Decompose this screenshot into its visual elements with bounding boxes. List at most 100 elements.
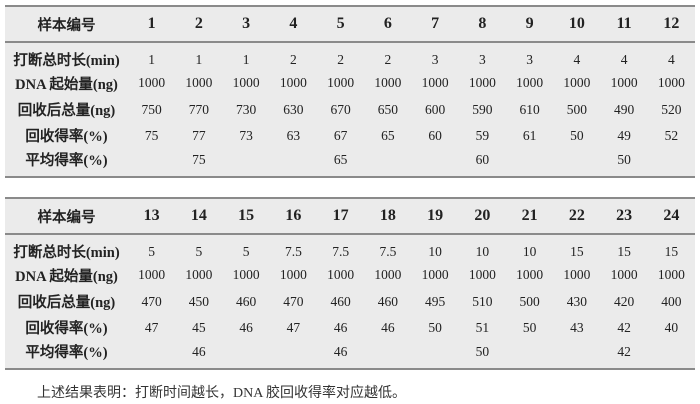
cell-value: 77 <box>192 127 206 143</box>
sample-number: 2 <box>175 5 223 43</box>
cell-value: 46 <box>381 319 395 335</box>
sample-number: 11 <box>600 5 648 43</box>
sample-number: 15 <box>222 197 270 235</box>
sample-number: 10 <box>553 5 601 43</box>
cell-value: 1000 <box>374 267 402 283</box>
table-row: DNA 起始量(ng) 1000 1000 1000 1000 1000 1000 1000 1… <box>5 262 695 288</box>
cell-value: 650 <box>377 101 398 117</box>
cell-value: 1000 <box>327 75 355 91</box>
cell-value: 46 <box>239 319 253 335</box>
cell-value: 1 <box>242 51 250 67</box>
table-row: 打断总时长(min) 1 1 1 2 2 2 3 3 3 4 4 4 <box>5 42 695 70</box>
cell-value: 1000 <box>279 75 307 91</box>
cell-value: 65 <box>317 149 365 179</box>
cell-value <box>553 341 601 371</box>
cell-value: 60 <box>458 149 506 179</box>
header-label: 样本编号 <box>5 197 128 235</box>
cell-value: 1000 <box>468 267 496 283</box>
sample-number: 5 <box>317 5 365 43</box>
table-row: DNA 起始量(ng) 1000 1000 1000 1000 1000 1000 1000 1… <box>5 70 695 96</box>
cell-value: 43 <box>570 319 584 335</box>
cell-value: 46 <box>317 341 365 371</box>
cell-value: 630 <box>283 101 304 117</box>
sample-number: 7 <box>411 5 459 43</box>
cell-value: 450 <box>188 293 209 309</box>
cell-value: 5 <box>148 243 155 259</box>
cell-value: 490 <box>614 101 635 117</box>
table-row: 回收得率(%) 47 45 46 47 46 46 50 51 50 43 42 40 <box>5 315 695 341</box>
cell-value: 46 <box>333 319 348 335</box>
cell-value: 7.5 <box>379 243 397 259</box>
cell-value: 73 <box>239 127 253 143</box>
sample-number: 24 <box>647 197 695 235</box>
cell-value: 470 <box>283 293 304 309</box>
cell-value: 1000 <box>516 267 544 283</box>
cell-value: 75 <box>144 127 159 143</box>
cell-value: 1000 <box>610 75 638 91</box>
cell-value: 61 <box>522 127 537 143</box>
cell-value: 47 <box>286 319 301 335</box>
table-row: 平均得率(%) 46 46 50 42 <box>5 341 695 371</box>
cell-value: 15 <box>664 243 679 259</box>
row-label: 平均得率(%) <box>5 149 128 179</box>
header-row: 样本编号 1 2 3 4 5 6 7 8 9 10 11 12 <box>5 5 695 43</box>
sample-number: 19 <box>411 197 459 235</box>
table-row: 回收得率(%) 75 77 73 63 67 65 60 59 61 50 49 52 <box>5 123 695 149</box>
cell-value: 1000 <box>327 267 355 283</box>
cell-value: 1000 <box>185 267 213 283</box>
cell-value: 520 <box>661 101 682 117</box>
row-label: DNA 起始量(ng) <box>15 76 118 93</box>
sample-number: 21 <box>506 197 554 235</box>
cell-value: 4 <box>668 51 675 67</box>
cell-value: 5 <box>195 243 203 259</box>
cell-value: 2 <box>290 51 297 67</box>
sample-number: 6 <box>364 5 412 43</box>
cell-value: 610 <box>519 101 540 117</box>
sample-number: 1 <box>128 5 176 43</box>
cell-value: 10 <box>428 243 442 259</box>
cell-value: 1000 <box>468 75 496 91</box>
cell-value: 1000 <box>279 267 307 283</box>
cell-value: 470 <box>141 293 162 309</box>
sample-number: 13 <box>128 197 176 235</box>
cell-value: 495 <box>425 293 446 309</box>
cell-value: 15 <box>617 243 631 259</box>
cell-value: 1000 <box>232 75 260 91</box>
cell-value: 59 <box>475 127 490 143</box>
cell-value: 50 <box>428 319 442 335</box>
header-row: 样本编号 13 14 15 16 17 18 19 20 21 22 23 24 <box>5 197 695 235</box>
conclusion-text: 上述结果表明：打断时间越长，DNA 胶回收得率对应越低。 <box>37 386 407 401</box>
cell-value <box>128 341 176 371</box>
cell-value: 1 <box>148 51 155 67</box>
cell-value: 1000 <box>138 75 166 91</box>
cell-value: 40 <box>664 319 679 335</box>
cell-value: 46 <box>175 341 223 371</box>
cell-value: 500 <box>566 101 587 117</box>
cell-value: 1000 <box>374 75 402 91</box>
cell-value: 1000 <box>657 267 685 283</box>
cell-value: 1000 <box>657 75 685 91</box>
cell-value: 63 <box>286 127 301 143</box>
cell-value: 50 <box>600 149 648 179</box>
cell-value: 3 <box>526 51 533 67</box>
cell-value: 49 <box>617 127 631 143</box>
row-label: 平均得率(%) <box>5 341 128 371</box>
cell-value: 4 <box>620 51 628 67</box>
cell-value: 590 <box>472 101 493 117</box>
cell-value: 67 <box>333 127 348 143</box>
cell-value: 510 <box>472 293 493 309</box>
cell-value: 1000 <box>232 267 260 283</box>
cell-value <box>647 341 695 371</box>
cell-value: 50 <box>522 319 537 335</box>
cell-value: 1000 <box>610 267 638 283</box>
cell-value: 50 <box>570 127 584 143</box>
cell-value: 730 <box>236 101 257 117</box>
cell-value <box>269 341 317 371</box>
cell-value <box>364 341 412 371</box>
cell-value: 52 <box>664 127 679 143</box>
cell-value: 430 <box>566 293 587 309</box>
table-row: 回收后总量(ng) 470 450 460 470 460 460 495 510 500 430 4… <box>5 288 695 314</box>
row-label: 回收得率(%) <box>25 321 108 338</box>
cell-value: 10 <box>522 243 537 259</box>
cell-value: 500 <box>519 293 540 309</box>
